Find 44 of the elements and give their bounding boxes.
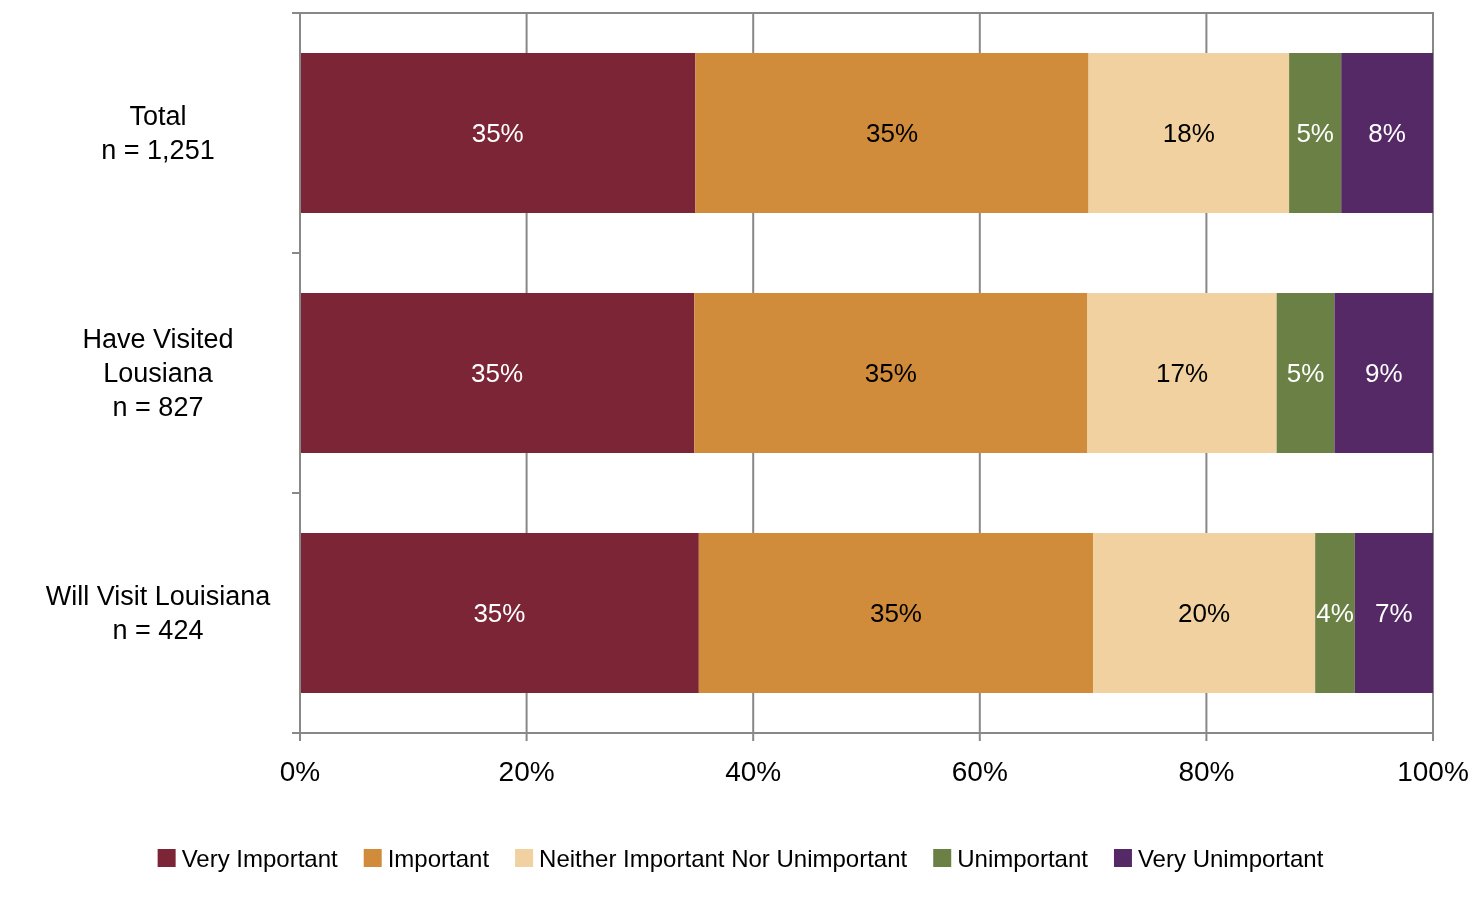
data-label: 35%: [473, 598, 526, 628]
data-label: 5%: [1286, 358, 1325, 388]
y-tick-label: Will Visit Louisiana n = 424: [45, 581, 272, 645]
legend-label: Unimportant: [957, 844, 1089, 872]
bar: [1354, 533, 1433, 693]
bar: [1276, 293, 1335, 453]
bar: [695, 53, 1089, 213]
data-label: 20%: [1178, 598, 1231, 628]
data-label: 35%: [471, 118, 524, 148]
data-label: 17%: [1156, 358, 1209, 388]
bar: [300, 533, 699, 693]
data-label: 35%: [865, 118, 919, 148]
data-label: 18%: [1162, 118, 1215, 148]
y-tick-label: Total n = 1,251: [101, 101, 215, 165]
data-label: 7%: [1375, 598, 1413, 628]
legend-label: Neither Important Nor Unimportant: [539, 844, 908, 872]
bar: [698, 533, 1094, 693]
legend-label: Very Important: [181, 844, 339, 872]
x-tick-label: 20%: [498, 756, 555, 787]
x-tick-label: 100%: [1397, 756, 1469, 787]
data-label: 35%: [864, 358, 917, 388]
bar: [1315, 533, 1355, 693]
data-label: 5%: [1296, 118, 1334, 148]
x-tick-label: 60%: [951, 756, 1008, 787]
bar: [300, 293, 695, 453]
x-tick-label: 40%: [725, 756, 782, 787]
legend-label: Very Unimportant: [1137, 844, 1324, 872]
bar: [1093, 533, 1316, 693]
bar: [1334, 293, 1433, 453]
bar: [1341, 53, 1433, 213]
data-label: 9%: [1364, 358, 1403, 388]
bar: [1087, 293, 1277, 453]
x-tick-label: 80%: [1178, 756, 1235, 787]
data-label: 8%: [1368, 118, 1406, 148]
y-tick-label: Have Visited Lousiana n = 827: [82, 324, 234, 422]
x-tick-label: 0%: [279, 756, 321, 787]
bar: [694, 293, 1088, 453]
legend-label: Important: [387, 844, 490, 872]
bar: [1289, 53, 1342, 213]
bar: [300, 53, 696, 213]
data-label: 4%: [1316, 598, 1354, 628]
bar: [1088, 53, 1290, 213]
data-label: 35%: [471, 358, 524, 388]
data-label: 35%: [869, 598, 922, 628]
